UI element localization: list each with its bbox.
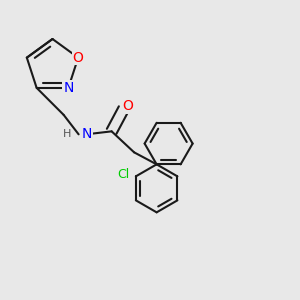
Text: O: O [122, 99, 133, 113]
Text: N: N [82, 127, 92, 141]
Text: H: H [63, 129, 71, 139]
Text: Cl: Cl [118, 168, 130, 181]
Text: N: N [63, 81, 74, 95]
Text: O: O [73, 51, 84, 65]
